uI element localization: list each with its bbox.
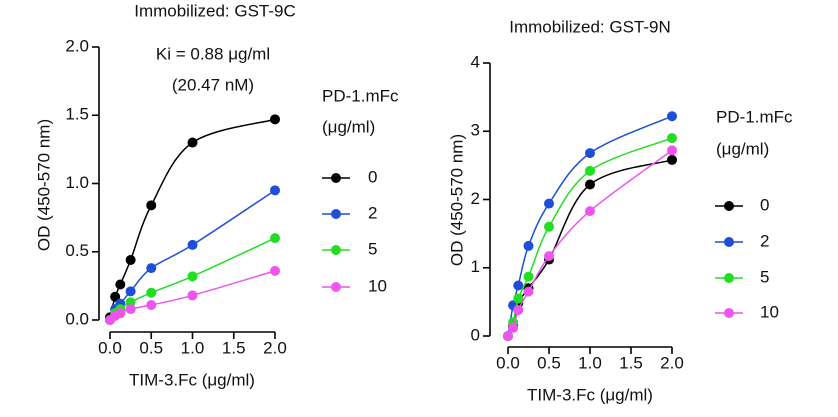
data-point	[585, 179, 595, 190]
legend-marker	[331, 245, 341, 255]
data-point	[187, 271, 198, 282]
data-point	[585, 206, 595, 217]
y-tick-label: 0.0	[65, 309, 89, 328]
data-point	[270, 233, 280, 244]
y-tick-label: 1.0	[65, 173, 89, 192]
y-tick-label: 4	[471, 52, 480, 71]
data-point	[667, 154, 677, 165]
legend-label: 10	[760, 302, 779, 321]
x-axis-label: TIM-3.Fc (μg/ml)	[527, 385, 653, 404]
legend-marker	[724, 237, 734, 247]
legend-title: (μg/ml)	[322, 117, 375, 136]
data-point	[270, 265, 280, 276]
data-point	[187, 290, 198, 301]
y-tick-label: 3	[471, 121, 480, 140]
legend-marker	[331, 209, 341, 219]
data-point	[110, 291, 121, 302]
legend-label: 5	[368, 239, 377, 258]
data-point	[544, 221, 554, 232]
x-tick-label: 1.5	[222, 338, 246, 357]
x-tick-label: 0.5	[139, 338, 163, 357]
data-point	[187, 137, 198, 148]
data-point	[270, 114, 280, 125]
annotation: (20.47 nM)	[172, 75, 254, 94]
legend-marker	[724, 273, 734, 283]
x-tick-label: 2.0	[660, 353, 684, 372]
legend-marker	[724, 308, 734, 318]
legend-title: (μg/ml)	[716, 139, 769, 158]
data-point	[115, 279, 126, 290]
legend-marker	[331, 173, 341, 183]
legend-marker	[724, 201, 734, 211]
y-tick-label: 2	[471, 189, 480, 208]
data-point	[146, 200, 157, 211]
data-point	[508, 322, 519, 333]
legend-label: 0	[760, 195, 769, 214]
x-tick-label: 2.0	[263, 338, 287, 357]
data-point	[544, 198, 554, 209]
y-axis-label: OD (450-570 nm)	[34, 119, 53, 251]
legend-label: 0	[368, 167, 377, 186]
chart-title: Immobilized: GST-9C	[134, 1, 296, 20]
x-tick-label: 0.0	[496, 353, 520, 372]
y-axis-label: OD (450-570 nm)	[447, 134, 466, 266]
y-tick-label: 1	[471, 257, 480, 276]
x-tick-label: 1.5	[619, 353, 643, 372]
data-point	[667, 133, 677, 144]
x-tick-label: 0.5	[537, 353, 561, 372]
annotation: Ki = 0.88 μg/ml	[156, 44, 270, 63]
data-point	[523, 271, 534, 282]
y-tick-label: 1.5	[65, 105, 89, 124]
data-point	[187, 239, 198, 250]
legend-label: 5	[760, 267, 769, 286]
data-point	[270, 185, 280, 196]
x-tick-label: 1.0	[181, 338, 205, 357]
chart-panel: Immobilized: GST-9C Ki = 0.88 μg/ml (20.47…	[34, 1, 399, 389]
data-point	[523, 286, 534, 297]
data-point	[544, 251, 554, 262]
data-point	[585, 165, 595, 176]
y-tick-label: 2.0	[65, 36, 89, 55]
y-tick-label: 0.5	[65, 241, 89, 260]
data-point	[125, 304, 136, 315]
data-point	[503, 331, 513, 341]
legend-marker	[331, 282, 341, 292]
data-point	[667, 111, 677, 122]
data-point	[667, 145, 677, 156]
legend-title: PD-1.mFc	[716, 107, 793, 126]
chart-title: Immobilized: GST-9N	[509, 17, 671, 36]
data-point	[146, 263, 157, 274]
data-point	[115, 308, 126, 319]
fit-curve	[109, 118, 276, 318]
legend-title: PD-1.mFc	[322, 86, 399, 105]
legend-label: 10	[368, 276, 387, 295]
data-point	[585, 148, 595, 159]
legend-label: 2	[368, 203, 377, 222]
data-point	[513, 280, 524, 291]
data-point	[513, 305, 524, 316]
x-axis-label: TIM-3.Fc (μg/ml)	[129, 370, 255, 389]
legend-label: 2	[760, 231, 769, 250]
x-tick-label: 0.0	[98, 338, 122, 357]
data-point	[146, 299, 157, 310]
data-point	[513, 293, 524, 304]
y-tick-label: 0	[471, 325, 480, 344]
data-point	[146, 287, 157, 298]
data-point	[125, 286, 136, 297]
data-point	[523, 240, 534, 251]
chart-panel: Immobilized: GST-9N 0 1 2 3 4 0.0 0.5 1.0 1.5 2.0 T…	[447, 17, 793, 404]
data-point	[125, 254, 136, 265]
x-tick-label: 1.0	[578, 353, 602, 372]
